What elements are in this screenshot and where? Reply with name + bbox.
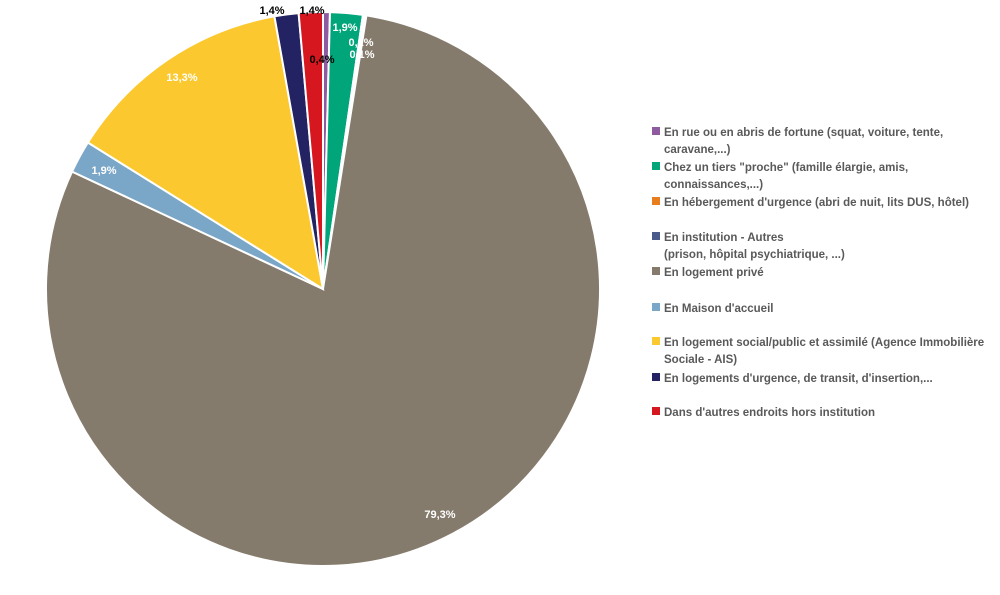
pie-data-label-6: 1,9%	[91, 165, 116, 177]
pie-data-label-7: 13,3%	[166, 72, 197, 84]
pie-data-label-2: 1,9%	[332, 22, 357, 34]
pie-slice-7	[86, 15, 325, 292]
legend-label: (prison, hôpital psychiatrique, ...)	[664, 249, 845, 261]
legend-item: En logement social/public et assimilé (A…	[652, 337, 984, 366]
legend-item: En institution - Autres (prison, hôpital …	[652, 232, 845, 261]
legend: En rue ou en abris de fortune (squat, vo…	[652, 127, 984, 419]
pie-slice-9	[297, 10, 324, 290]
legend-label: Dans d'autres endroits hors institution	[664, 407, 875, 419]
legend-item: Chez un tiers "proche" (famille élargie,…	[652, 162, 908, 191]
pie-data-label-5: 79,3%	[424, 509, 455, 521]
pie-data-label-9: 1,4%	[299, 5, 324, 17]
legend-label: En Maison d'accueil	[664, 303, 773, 315]
legend-label: connaissances,...)	[664, 179, 763, 191]
pie-data-labels: 0,4% 1,9% 0,1%0,1% 79,3% 1,9% 13,3% 1,4% 1,4%	[91, 5, 455, 521]
legend-label: En logements d'urgence, de transit, d'in…	[664, 373, 933, 385]
pie-data-label-1: 0,4%	[309, 54, 334, 66]
pie-data-label-8: 1,4%	[259, 5, 284, 17]
legend-swatch	[652, 267, 660, 275]
legend-item: En rue ou en abris de fortune (squat, vo…	[652, 127, 943, 156]
pie-slices	[45, 10, 601, 567]
legend-label: En hébergement d'urgence (abri de nuit, …	[664, 197, 969, 209]
legend-swatch	[652, 407, 660, 415]
legend-swatch	[652, 162, 660, 170]
legend-label: caravane,...)	[664, 144, 731, 156]
legend-swatch	[652, 303, 660, 311]
legend-swatch	[652, 127, 660, 135]
legend-item: En hébergement d'urgence (abri de nuit, …	[652, 197, 969, 209]
legend-label: En logement social/public et assimilé (A…	[664, 337, 984, 349]
legend-swatch	[652, 197, 660, 205]
legend-label: En institution - Autres	[664, 232, 784, 244]
legend-item: En logement privé	[652, 267, 764, 279]
legend-swatch	[652, 373, 660, 381]
pie-slice-5	[45, 14, 601, 567]
legend-item: En logements d'urgence, de transit, d'in…	[652, 373, 933, 385]
legend-label: En logement privé	[664, 267, 764, 279]
legend-swatch	[652, 232, 660, 240]
legend-label: Sociale - AIS)	[664, 354, 737, 366]
pie-data-label-3: 0,1%	[348, 37, 373, 49]
legend-item: En Maison d'accueil	[652, 303, 773, 315]
pie-data-label-4: 0,1%	[349, 49, 374, 61]
legend-swatch	[652, 337, 660, 345]
legend-label: En rue ou en abris de fortune (squat, vo…	[664, 127, 943, 139]
legend-label: Chez un tiers "proche" (famille élargie,…	[664, 162, 908, 174]
legend-item: Dans d'autres endroits hors institution	[652, 407, 875, 419]
